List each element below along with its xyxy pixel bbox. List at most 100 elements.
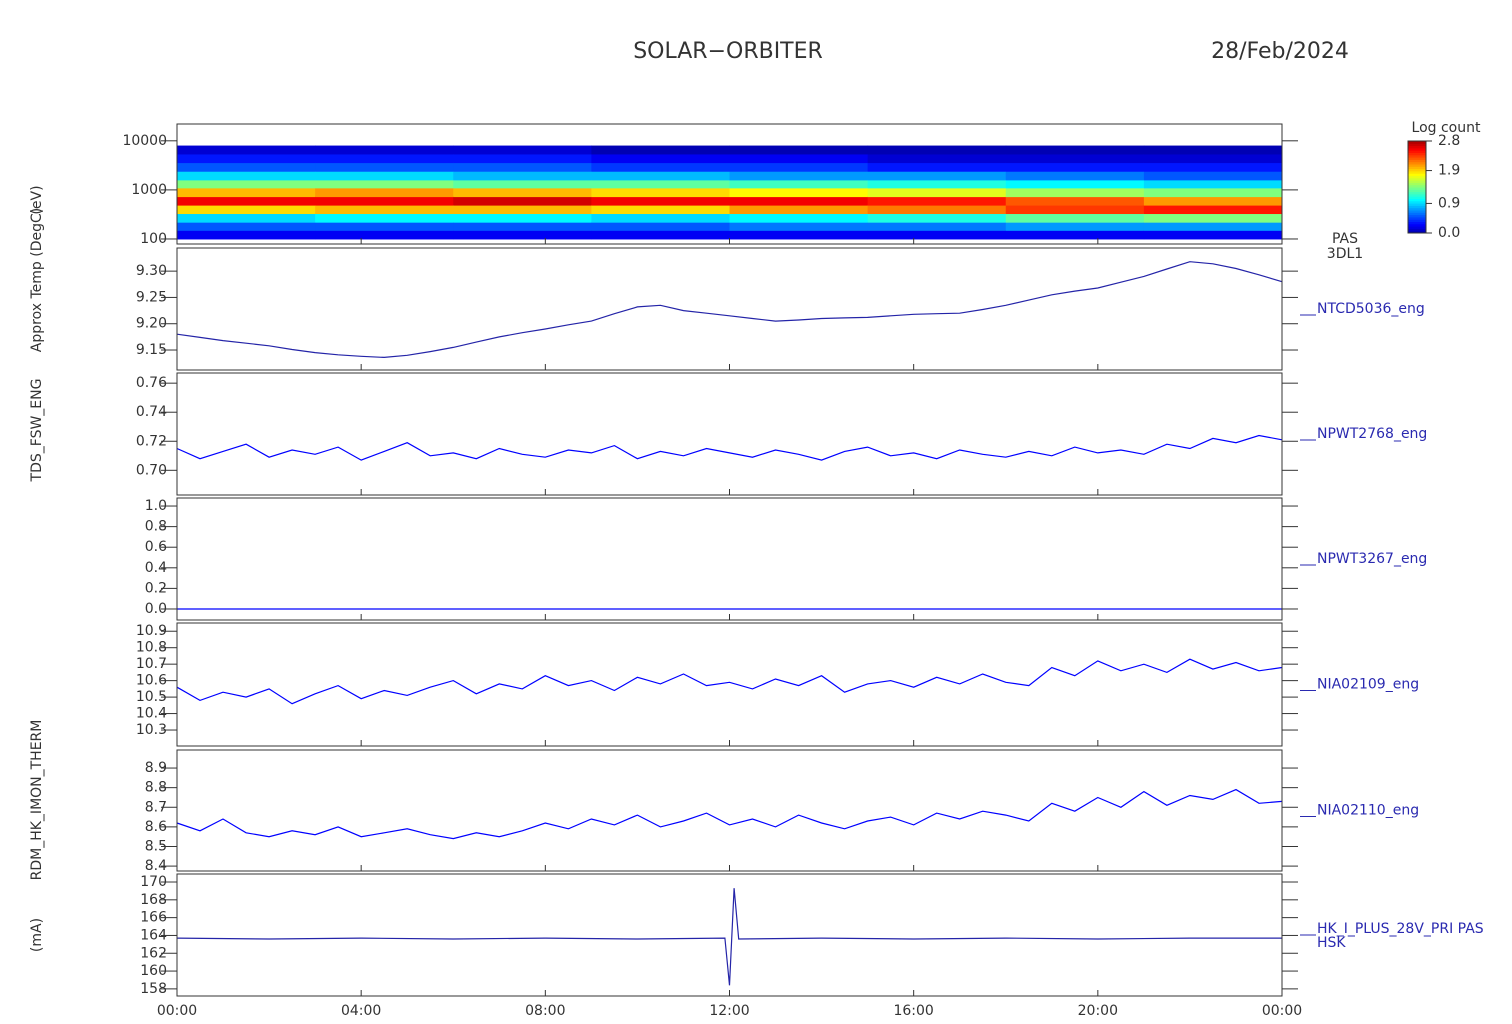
colorbar-segment [1408,143,1426,147]
y-tick-label: 168 [140,892,167,908]
colorbar-segment [1408,196,1426,199]
y-tick-label: 1000 [131,182,167,198]
y-tick-label: 166 [140,910,167,926]
heatmap-cell [1143,196,1283,206]
panel-label: NTCD5036_eng [1317,301,1425,317]
heatmap-cell [177,171,316,181]
heatmap-cell [729,162,869,172]
heatmap-cell [591,222,730,231]
y-tick-label: 10.3 [136,722,167,738]
y-tick-label: 10.7 [136,656,167,672]
x-tick-label: 20:00 [1078,1003,1118,1019]
y-tick-label: 0.0 [145,601,167,617]
y-tick-label: 8.5 [145,838,167,854]
heatmap-cell [177,162,316,172]
y-tick-label: 170 [140,874,167,890]
heatmap-cell [1143,153,1283,164]
heatmap-cell [1005,171,1145,181]
y-tick-label: 10.5 [136,689,167,705]
y-tick-label: 9.30 [136,263,167,279]
chart-title: SOLAR−ORBITER [633,39,823,64]
colorbar-segment [1408,226,1426,229]
y-tick-label: 1.0 [145,498,167,514]
colorbar-segment [1408,145,1426,149]
heatmap-cell [1005,187,1145,198]
colorbar-title: Log count [1412,120,1481,136]
heatmap-cell [867,162,1007,172]
colorbar-segment [1408,219,1426,222]
heatmap-cell [867,145,1007,155]
y-tick-label: 0.4 [145,560,167,576]
heatmap-cell [453,153,592,164]
panel-label: PAS [1332,231,1358,247]
data-line [176,658,1283,705]
panel-frame [176,497,1283,621]
y-tick-label: 8.4 [145,858,167,874]
colorbar-segment [1408,210,1426,213]
colorbar-segment [1408,200,1426,204]
heatmap-cell [591,179,730,189]
y-tick-label: 162 [140,945,167,961]
heatmap-cell [453,205,592,215]
heatmap-cell [1005,213,1145,223]
panel-label: 3DL1 [1327,246,1363,262]
heatmap-cell [867,153,1007,164]
heatmap-cell [729,179,869,189]
panel-label: NPWT2768_eng [1317,426,1427,442]
heatmap-cell [591,187,730,198]
x-tick-label: 00:00 [1262,1003,1302,1019]
heatmap-cell [315,187,454,198]
heatmap-cell [591,145,730,155]
panel-frame [176,247,1283,371]
colorbar-segment [1408,161,1426,165]
colorbar-segment [1408,205,1426,209]
x-tick-label: 00:00 [157,1003,197,1019]
heatmap-cell [453,145,592,155]
heatmap-cell [591,230,730,240]
colorbar-frame [1407,140,1427,234]
y-tick-label: 9.15 [136,342,167,358]
colorbar-segment [1408,228,1426,232]
x-tick-label: 16:00 [893,1003,933,1019]
heatmap-cell [177,179,316,189]
heatmap-cell [867,205,1007,215]
colorbar-segment [1408,175,1426,179]
heatmap-cell [867,230,1007,240]
colorbar-segment [1408,230,1426,234]
heatmap-cell [867,187,1007,198]
heatmap-cell [177,145,316,155]
heatmap-cell [591,213,730,223]
heatmap-cell [315,230,454,240]
heatmap-cell [1005,145,1145,155]
y-tick-label: 0.6 [145,539,167,555]
heatmap-cell [729,196,869,206]
heatmap-cell [453,213,592,223]
chart-date: 28/Feb/2024 [1211,39,1349,64]
colorbar-segment [1408,214,1426,218]
heatmap-cell [1005,179,1145,189]
heatmap-cell [315,213,454,223]
y-tick-label: 10.4 [136,706,167,722]
y-tick-label: 0.70 [136,462,167,478]
colorbar-tick-label: 1.9 [1438,163,1460,179]
colorbar-segment [1408,166,1426,170]
heatmap-cell [867,213,1007,223]
heatmap-cell [177,222,316,231]
heatmap-cell [315,222,454,231]
heatmap-cell [1005,162,1145,172]
panel-label: NIA02110_eng [1317,803,1419,819]
heatmap-cell [1143,171,1283,181]
colorbar-segment [1408,150,1426,153]
colorbar-segment [1408,187,1426,190]
colorbar-segment [1408,221,1426,225]
heatmap-cell [591,205,730,215]
heatmap-cell [1005,230,1145,240]
heatmap-cell [1143,222,1283,231]
heatmap-cell [177,153,316,164]
heatmap-cell [315,153,454,164]
y-tick-label: 160 [140,963,167,979]
heatmap-cell [729,205,869,215]
y-tick-label: 158 [140,981,167,997]
y-tick-label: 0.74 [136,404,167,420]
